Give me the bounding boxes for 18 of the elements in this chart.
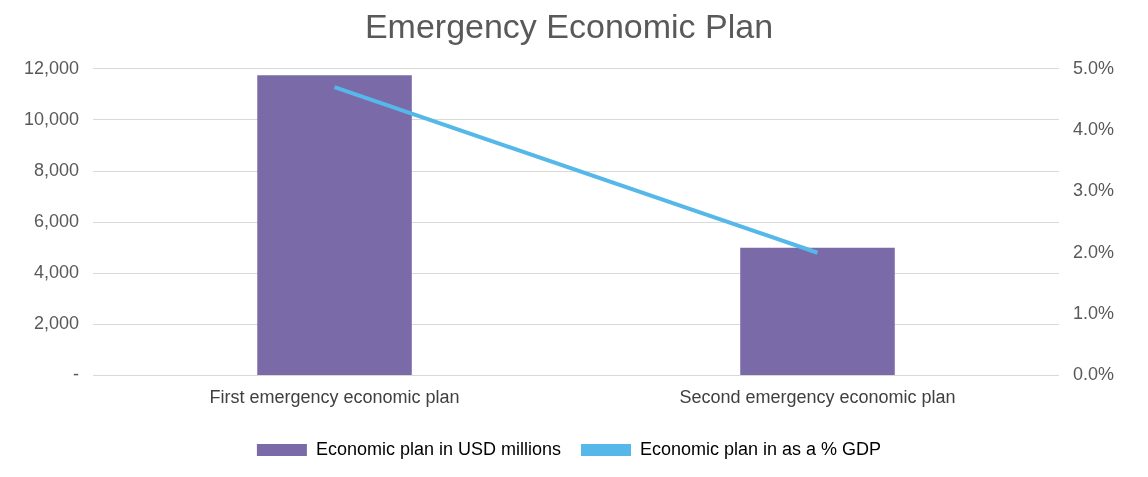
y2-tick-label: 0.0% — [1072, 364, 1114, 385]
y-tick-label: 4,000 — [34, 262, 80, 283]
y-tick-label: 6,000 — [34, 211, 80, 232]
y-tick-label: 2,000 — [34, 313, 80, 334]
y-tick-label: - — [73, 364, 80, 385]
y-tick-label: 8,000 — [34, 159, 80, 180]
y2-tick-label: 5.0% — [1072, 57, 1114, 78]
y2-tick-label: 2.0% — [1072, 241, 1114, 262]
x-tick-label: First emergency economic plan — [209, 387, 460, 408]
legend-label: Economic plan in as a % GDP — [639, 438, 882, 459]
y2-tick-label: 1.0% — [1072, 303, 1114, 324]
y-tick-label: 10,000 — [23, 108, 80, 129]
y2-tick-label: 4.0% — [1072, 119, 1114, 140]
x-tick-label: Second emergency economic plan — [679, 387, 956, 408]
chart-title: Emergency Economic Plan — [364, 6, 774, 45]
y2-tick-label: 3.0% — [1072, 180, 1114, 201]
legend-label: Economic plan in USD millions — [315, 438, 561, 459]
y-tick-label: 12,000 — [23, 57, 80, 78]
